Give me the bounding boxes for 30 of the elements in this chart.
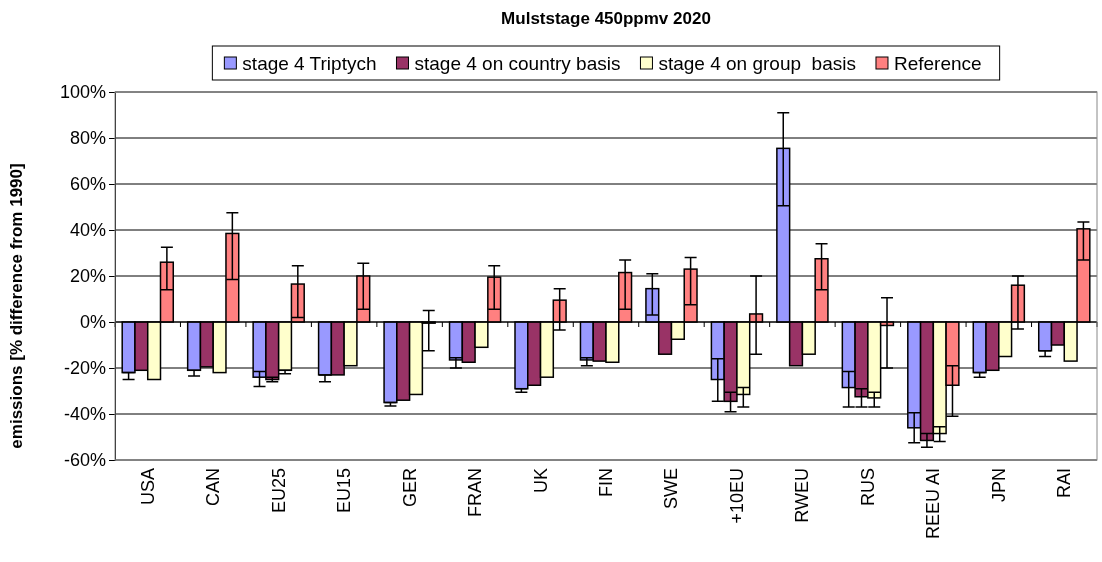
x-tick-label: CAN (203, 468, 224, 507)
y-tick-label: -40% (63, 404, 106, 425)
x-tick-label: EU15 (334, 468, 355, 514)
legend-label: stage 4 on country basis (414, 53, 621, 74)
x-tick-label: USA (137, 468, 158, 506)
x-tick-label: FIN (596, 468, 616, 497)
x-tick-label: +10EU (726, 468, 747, 524)
x-tick-label: GER (399, 468, 420, 508)
x-tick-label: SWE (661, 468, 682, 510)
x-tick-label: RAI (1054, 468, 1075, 499)
x-tick-label: RWEU (792, 468, 813, 523)
x-tick-label: REEU AI (923, 468, 944, 540)
y-tick-label: 0% (79, 312, 106, 333)
y-tick-label: -20% (63, 358, 106, 379)
chart-title: Mulststage 450ppmv 2020 (501, 9, 711, 28)
legend-label: stage 4 Triptych (242, 53, 377, 74)
y-axis-title: emissions [% difference from 1990] (7, 163, 26, 449)
y-tick-label: 40% (69, 220, 106, 241)
legend-label: stage 4 on group basis (658, 53, 856, 74)
x-tick-label: FRAN (465, 468, 486, 517)
y-tick-label: 100% (59, 82, 106, 103)
y-tick-label: -60% (63, 450, 106, 471)
x-tick-label: JPN (988, 468, 1009, 503)
y-tick-label: 60% (69, 174, 106, 195)
y-tick-label: 80% (69, 128, 106, 149)
x-tick-label: UK (530, 468, 551, 494)
legend-label: Reference (893, 53, 982, 74)
x-tick-label: EU25 (268, 468, 289, 514)
y-tick-label: 20% (69, 266, 106, 287)
x-tick-label: RUS (857, 468, 878, 507)
